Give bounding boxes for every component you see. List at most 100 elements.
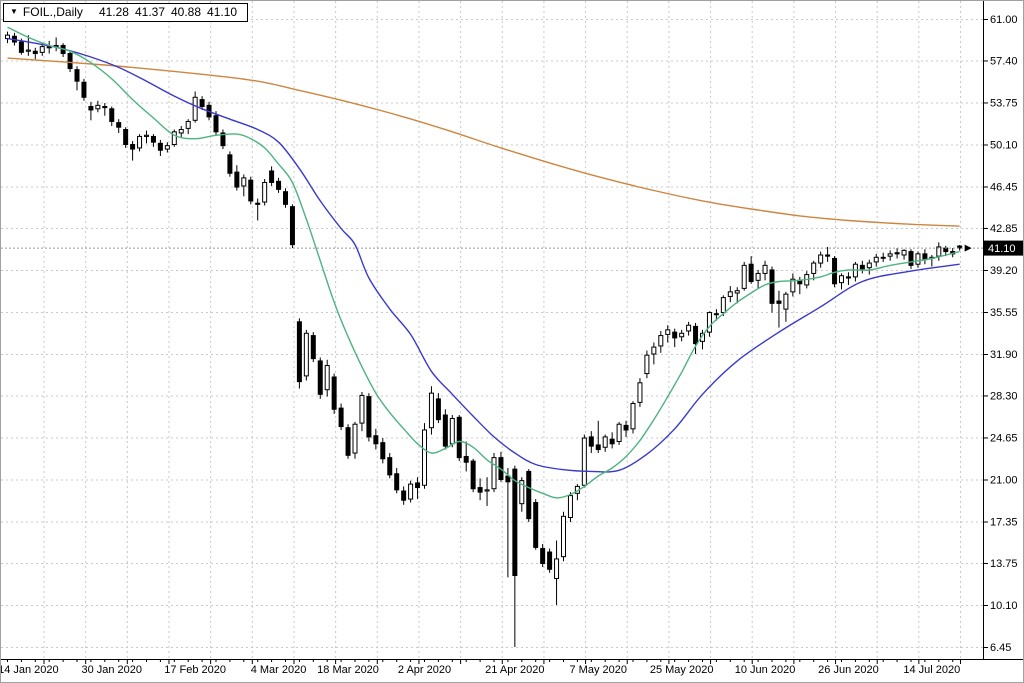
candle <box>644 350 650 379</box>
candle <box>199 96 205 110</box>
symbol-dropdown-icon[interactable]: ▼ <box>10 7 18 16</box>
price-tick-label: 46.45 <box>990 182 1018 194</box>
mid-ma-line <box>7 37 960 473</box>
quote-open: 41.28 <box>98 5 129 19</box>
candle <box>463 441 469 472</box>
candle <box>178 126 184 138</box>
candle <box>394 467 400 494</box>
symbol-info-box[interactable]: ▼ FOIL.,Daily 41.28 41.37 40.88 41.10 <box>3 3 249 22</box>
candle <box>67 51 73 72</box>
candle <box>811 260 817 281</box>
candle <box>220 129 226 150</box>
price-tick-label: 17.35 <box>990 517 1018 529</box>
candle <box>727 286 733 303</box>
date-tick-label: 17 Feb 2020 <box>164 664 226 676</box>
date-tick-label: 25 May 2020 <box>650 664 714 676</box>
candle <box>957 244 963 251</box>
candle <box>449 415 455 448</box>
candle <box>880 252 886 262</box>
candle <box>248 176 254 205</box>
candle <box>227 151 233 177</box>
candle <box>401 486 407 505</box>
candle <box>435 393 441 424</box>
price-tick-label: 6.45 <box>990 642 1011 654</box>
candle <box>171 129 177 147</box>
candle <box>519 477 525 512</box>
x-axis: 14 Jan 2020 30 Jan 2020 17 Feb 2020 4 Mar 2… <box>1 660 962 676</box>
candle <box>651 342 657 365</box>
candle <box>150 134 156 147</box>
candle <box>359 392 365 432</box>
candle <box>526 469 532 523</box>
candle <box>157 139 163 156</box>
candles-layer <box>5 31 963 647</box>
candle <box>783 291 789 322</box>
candle <box>679 329 685 342</box>
candle <box>428 386 434 435</box>
candle <box>859 260 865 274</box>
candle <box>915 251 921 268</box>
candle <box>324 359 330 397</box>
candle <box>790 273 796 297</box>
candle <box>32 47 38 60</box>
candle <box>25 35 31 56</box>
candle <box>39 43 45 56</box>
candle <box>887 250 893 261</box>
candle <box>588 431 594 454</box>
candle <box>547 548 553 573</box>
candle <box>623 420 629 437</box>
candle <box>825 246 831 262</box>
candle <box>269 166 275 186</box>
candle <box>581 434 587 488</box>
candle <box>686 321 692 336</box>
price-tick-label: 21.00 <box>990 474 1018 486</box>
candle <box>192 91 198 123</box>
candle <box>241 174 247 197</box>
candle <box>595 420 601 454</box>
candle <box>296 318 302 389</box>
date-tick-label: 26 Jun 2020 <box>818 664 879 676</box>
candle <box>894 248 900 259</box>
candle <box>845 272 851 285</box>
candle <box>839 273 844 290</box>
svg-text:41.10: 41.10 <box>988 243 1016 255</box>
price-tick-label: 24.65 <box>990 432 1018 444</box>
candle <box>602 434 608 452</box>
candle <box>741 261 747 291</box>
date-tick-label: 18 Mar 2020 <box>317 664 379 676</box>
candle <box>922 249 928 265</box>
candle <box>352 421 358 459</box>
candle <box>442 409 448 450</box>
candle <box>769 266 775 313</box>
candle <box>53 37 59 52</box>
candle <box>88 101 94 121</box>
candle <box>929 255 935 267</box>
candle <box>672 328 678 348</box>
price-tick-label: 28.30 <box>990 390 1018 402</box>
candle <box>303 329 309 381</box>
candle <box>289 204 295 249</box>
candle <box>373 428 379 450</box>
quote-low: 40.88 <box>171 5 202 19</box>
price-tick-label: 57.40 <box>990 55 1018 67</box>
candle <box>748 256 754 284</box>
candle <box>936 242 942 261</box>
price-tick-label: 13.75 <box>990 558 1018 570</box>
candle <box>102 103 108 116</box>
candle <box>81 78 87 101</box>
grid-layer <box>1 1 983 659</box>
candle <box>561 511 566 562</box>
date-tick-label: 10 Jun 2020 <box>735 664 796 676</box>
candle <box>317 357 323 399</box>
candle <box>95 100 101 113</box>
price-tick-label: 35.55 <box>990 307 1018 319</box>
candle <box>123 127 129 148</box>
candle <box>616 421 622 445</box>
candle <box>693 322 699 355</box>
candle <box>505 467 511 578</box>
candle <box>338 403 344 430</box>
candle <box>456 415 462 462</box>
candle <box>345 424 351 459</box>
